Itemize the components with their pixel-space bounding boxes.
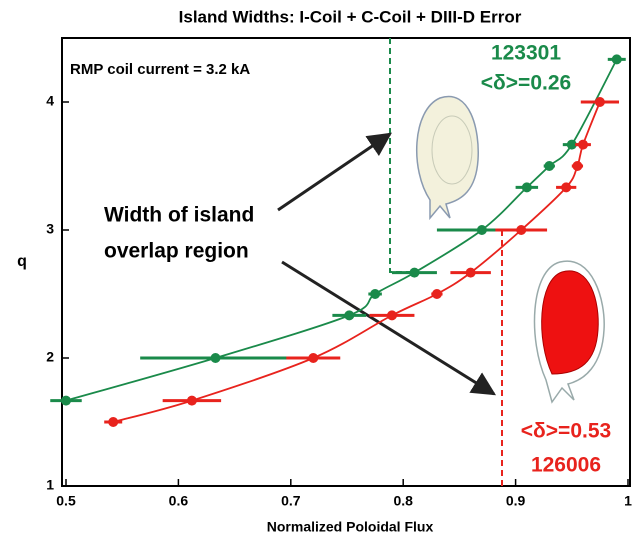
y-tick-label: 1 — [46, 477, 54, 493]
series-label: 123301 — [491, 42, 561, 65]
x-tick-label: 0.6 — [169, 493, 189, 509]
series-label: 126006 — [531, 454, 601, 477]
data-point — [476, 225, 487, 235]
data-point — [578, 139, 589, 150]
plasma-shape — [533, 260, 605, 404]
data-point — [186, 395, 197, 406]
data-point — [108, 417, 119, 427]
overlap-label: overlap region — [104, 240, 249, 263]
overlap-label: Width of island — [104, 204, 254, 227]
x-axis-label: Normalized Poloidal Flux — [267, 519, 434, 535]
plasma-shape — [415, 95, 479, 221]
arrow — [277, 132, 392, 212]
data-point — [431, 289, 442, 299]
data-point — [561, 182, 572, 193]
shape-label: <δ>=0.53 — [521, 420, 611, 443]
data-point — [566, 139, 577, 150]
data-point — [61, 395, 71, 406]
data-point — [465, 267, 476, 278]
data-point — [594, 97, 605, 107]
overlap-boundary — [389, 38, 414, 273]
data-point — [521, 182, 532, 193]
y-tick-label: 2 — [46, 349, 54, 365]
chart-title: Island Widths: I-Coil + C-Coil + DIII-D … — [179, 7, 522, 26]
data-point — [611, 54, 622, 65]
data-point — [386, 310, 397, 321]
note: RMP coil current = 3.2 kA — [70, 61, 250, 78]
x-tick-label: 0.8 — [393, 493, 413, 509]
plot-frame — [61, 37, 631, 487]
data-point — [344, 310, 355, 321]
x-tick-label: 0.7 — [281, 493, 301, 509]
data-point — [572, 161, 583, 171]
data-point — [308, 353, 319, 363]
arrow — [281, 260, 497, 396]
x-tick-label: 1 — [624, 493, 632, 509]
y-tick-label: 3 — [46, 221, 54, 237]
fit-curve — [65, 58, 618, 402]
y-axis-label: q — [17, 253, 27, 270]
data-point — [516, 225, 527, 235]
data-point — [544, 161, 555, 171]
data-point — [370, 289, 381, 299]
data-point — [210, 353, 221, 363]
data-point — [409, 267, 420, 278]
x-tick-label: 0.5 — [56, 493, 76, 509]
y-tick-label: 4 — [46, 93, 54, 109]
shape-label: <δ>=0.26 — [481, 72, 571, 95]
x-tick-label: 0.9 — [506, 493, 526, 509]
